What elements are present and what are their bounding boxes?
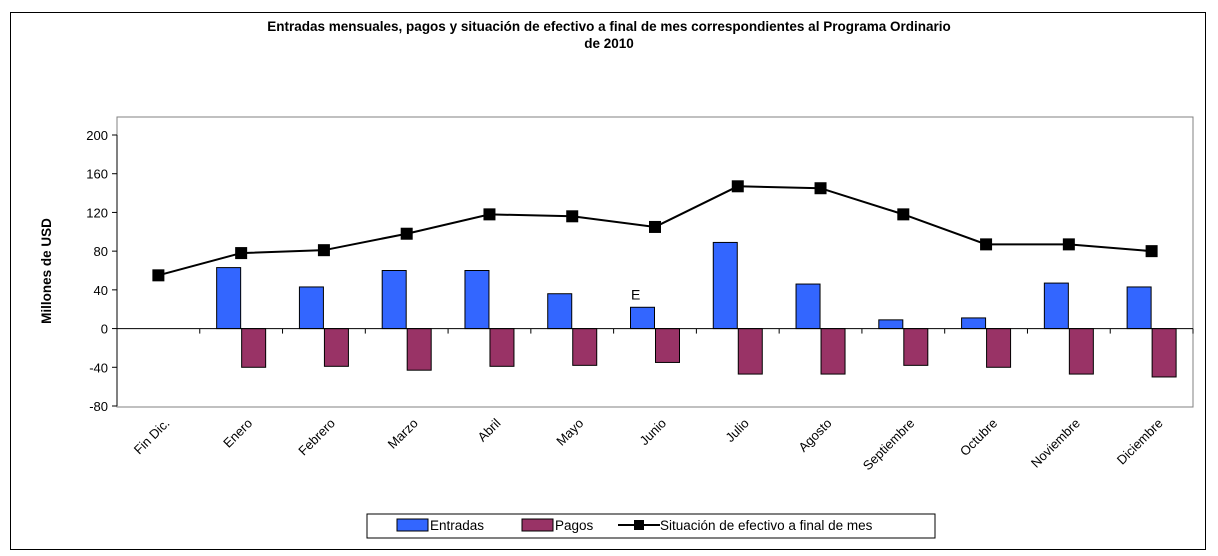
y-tick-label: 200 (86, 128, 108, 143)
legend-swatch-marker (634, 520, 644, 530)
bar-entradas (961, 317, 987, 330)
bar-entradas (795, 283, 821, 330)
x-tick-label: Septiembre (860, 416, 918, 474)
bar-pagos (1151, 328, 1177, 378)
legend-swatch-entradas (396, 518, 429, 532)
line-series (152, 180, 1158, 282)
bar-entradas (381, 270, 407, 330)
line-marker (317, 244, 330, 257)
x-tick-label: Octubre (957, 416, 1000, 459)
line-marker (814, 182, 827, 195)
line-marker (152, 269, 165, 282)
bar-pagos (655, 328, 680, 363)
bar-entradas (1126, 286, 1152, 330)
line-marker (731, 180, 744, 193)
bar-entradas (216, 267, 242, 330)
chart-title-line-1: Entradas mensuales, pagos y situación de… (267, 19, 951, 34)
y-axis-label: Millones de USD (39, 218, 54, 324)
x-tick-label: Abril (475, 415, 504, 444)
bar-pagos (572, 328, 598, 366)
legend-label-entradas: Entradas (430, 518, 484, 533)
bar-pagos (1068, 328, 1094, 375)
chart-title-line-2: de 2010 (584, 36, 634, 51)
y-tick-label: 80 (94, 244, 108, 259)
line-marker (1145, 245, 1158, 258)
bar-entradas (464, 270, 490, 330)
y-tick-label: -80 (89, 399, 108, 414)
line-marker (897, 208, 910, 221)
bar-entradas (547, 293, 573, 330)
line-marker (400, 227, 413, 240)
line-marker (483, 208, 496, 221)
y-tick-label: 40 (94, 283, 108, 298)
x-tick-label: Agosto (795, 416, 834, 455)
x-tick-label: Noviembre (1028, 416, 1083, 471)
x-tick-label: Julio (722, 416, 752, 446)
x-tick-label: Diciembre (1114, 416, 1166, 468)
line-marker (235, 247, 248, 260)
x-tick-label: Junio (637, 416, 670, 449)
x-tick-label: Enero (220, 416, 255, 451)
legend-label-situacion: Situación de efectivo a final de mes (660, 518, 873, 533)
annotation-label: E (631, 286, 640, 302)
bar-pagos (406, 328, 432, 371)
bar-pagos (323, 328, 349, 367)
y-tick-label: 120 (86, 205, 108, 220)
line-marker (980, 238, 993, 251)
bar-entradas (298, 286, 324, 330)
legend: Entradas Pagos Situación de efectivo a f… (366, 513, 936, 539)
y-tick-label: 0 (101, 322, 108, 337)
bar-pagos (241, 328, 267, 368)
bar-entradas (712, 241, 738, 330)
x-tick-label: Marzo (385, 416, 421, 452)
y-axis: 200 160 120 80 40 0 -40 -80 (86, 128, 118, 414)
plot-area (116, 116, 1194, 408)
bar-entradas (878, 319, 904, 330)
line-marker (649, 220, 661, 233)
chart-title: Entradas mensuales, pagos y situación de… (0, 18, 1218, 52)
bar-pagos (986, 328, 1012, 368)
bar-pagos (489, 328, 515, 367)
bar-pagos (820, 328, 846, 375)
bar-entradas (630, 306, 655, 330)
legend-swatch-pagos (521, 518, 554, 532)
line-marker (1062, 238, 1075, 251)
x-tick-label: Fin Dic. (131, 416, 173, 458)
bar-entradas (1043, 282, 1069, 330)
bar-pagos (903, 328, 929, 366)
x-tick-label: Febrero (295, 416, 338, 459)
y-tick-label: -40 (89, 360, 108, 375)
line-marker (566, 210, 579, 223)
bar-pagos (737, 328, 763, 375)
y-tick-label: 160 (86, 167, 108, 182)
x-tick-label: Mayo (553, 416, 586, 449)
annotations: E (631, 286, 640, 302)
legend-label-pagos: Pagos (555, 518, 594, 533)
